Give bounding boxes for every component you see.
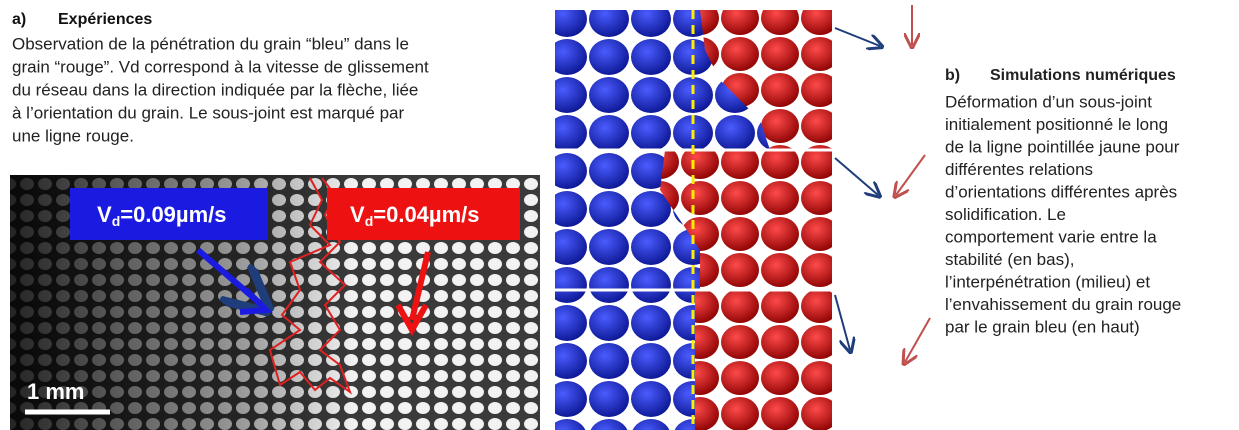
paragraph-line: Déformation d’un sous-joint [945,92,1152,111]
panel-title: Simulations numériques [990,67,1176,84]
paragraph-line: une ligne rouge. [12,126,134,145]
paragraph-line: grain “rouge”. Vd correspond à la vitess… [12,57,429,76]
scale-bar-label: 1 mm [27,379,84,404]
panel-label: a) [12,11,26,28]
paragraph-line: Observation de la pénétration du grain “… [12,34,409,53]
paragraph-line: l’interpénétration (milieu) et [945,272,1150,291]
paragraph-line: à l’orientation du grain. Le sous-joint … [12,103,405,122]
panel-label: b) [945,67,960,84]
paragraph-line: de la ligne pointillée jaune pour [945,137,1180,156]
paragraph-line: du réseau dans la direction indiquée par… [12,80,418,99]
simulation-panels [555,5,931,430]
paragraph-line: solidification. Le [945,205,1066,224]
paragraph-line: d’orientations différentes après [945,182,1177,201]
panel-title: Expériences [58,11,152,28]
micrograph [10,175,540,430]
paragraph-line: stabilité (en bas), [945,250,1074,269]
velocity-label: Vd=0.09µm/s [97,202,227,229]
paragraph-line: différentes relations [945,160,1093,179]
paragraph-line: l’envahissement du grain rouge [945,295,1181,314]
paragraph-line: initialement positionné le long [945,115,1168,134]
paragraph-line: par le grain bleu (en haut) [945,317,1140,336]
paragraph-line: comportement varie entre la [945,227,1157,246]
velocity-label: Vd=0.04µm/s [350,202,480,229]
